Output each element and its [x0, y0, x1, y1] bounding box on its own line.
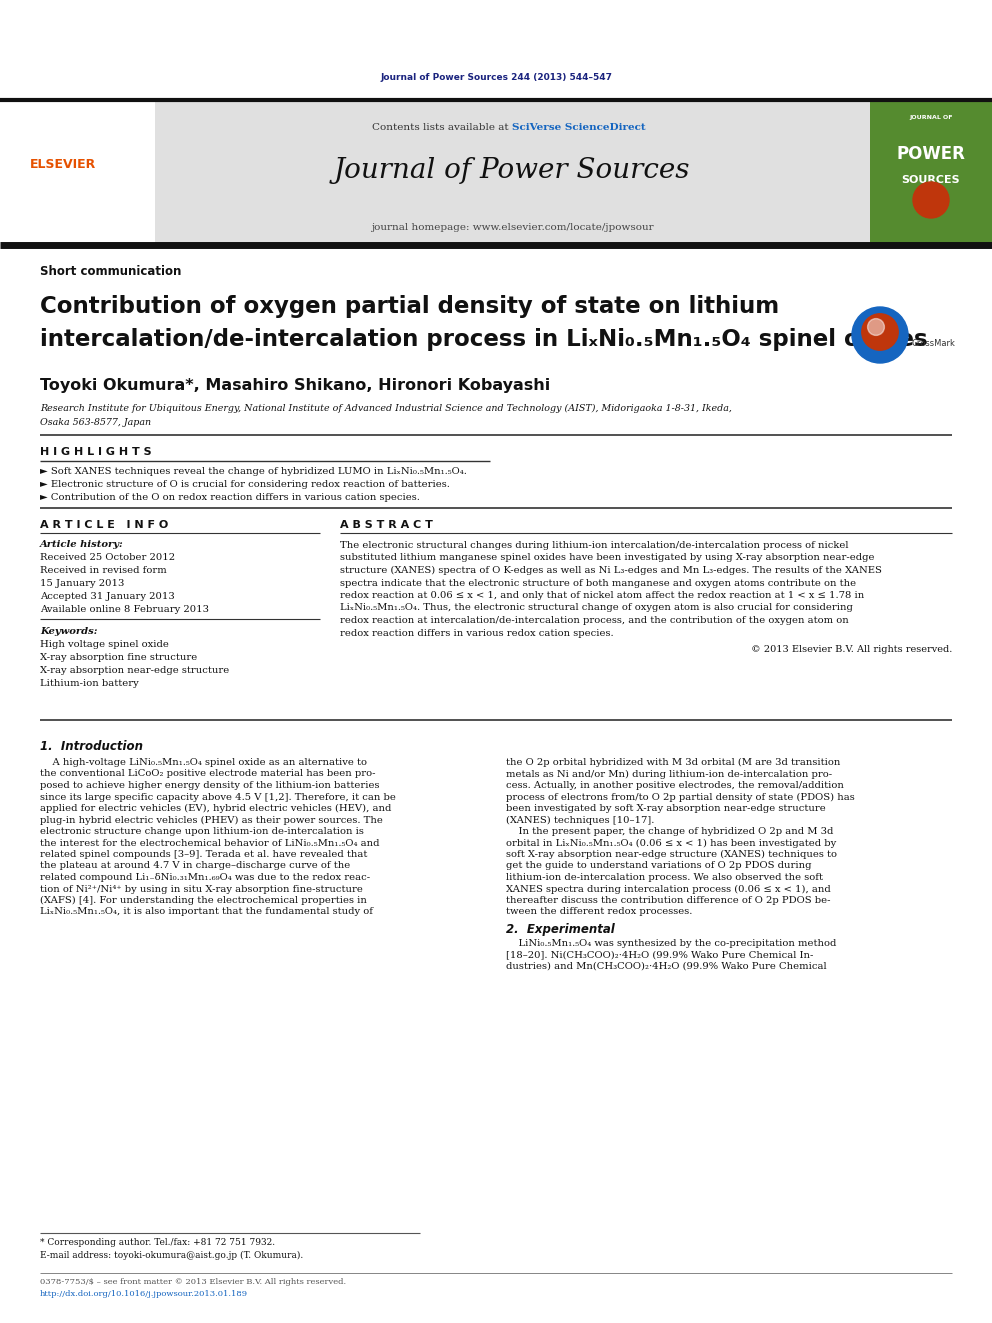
Text: Keywords:: Keywords:	[40, 627, 97, 636]
Text: Received in revised form: Received in revised form	[40, 566, 167, 576]
Text: intercalation/de-intercalation process in LiₓNi₀.₅Mn₁.₅O₄ spinel oxides: intercalation/de-intercalation process i…	[40, 328, 928, 351]
Text: SciVerse ScienceDirect: SciVerse ScienceDirect	[512, 123, 646, 132]
Text: tween the different redox processes.: tween the different redox processes.	[506, 908, 692, 917]
Text: A B S T R A C T: A B S T R A C T	[340, 520, 433, 531]
Text: LiₓNi₀.₅Mn₁.₅O₄. Thus, the electronic structural change of oxygen atom is also c: LiₓNi₀.₅Mn₁.₅O₄. Thus, the electronic st…	[340, 603, 853, 613]
Text: XANES spectra during intercalation process (0.06 ≤ x < 1), and: XANES spectra during intercalation proce…	[506, 885, 830, 893]
Text: SOURCES: SOURCES	[902, 175, 960, 185]
Text: Osaka 563-8577, Japan: Osaka 563-8577, Japan	[40, 418, 151, 427]
Circle shape	[852, 307, 908, 363]
Text: redox reaction at 0.06 ≤ x < 1, and only that of nickel atom affect the redox re: redox reaction at 0.06 ≤ x < 1, and only…	[340, 591, 864, 601]
Text: redox reaction at intercalation/de-intercalation process, and the contribution o: redox reaction at intercalation/de-inter…	[340, 617, 849, 624]
Bar	[870, 101, 992, 245]
Text: Received 25 October 2012: Received 25 October 2012	[40, 553, 176, 562]
Text: get the guide to understand variations of O 2p PDOS during: get the guide to understand variations o…	[506, 861, 811, 871]
Text: Lithium-ion battery: Lithium-ion battery	[40, 679, 139, 688]
Circle shape	[868, 319, 885, 336]
Text: [18–20]. Ni(CH₃COO)₂·4H₂O (99.9% Wako Pure Chemical In-: [18–20]. Ni(CH₃COO)₂·4H₂O (99.9% Wako Pu…	[506, 950, 813, 959]
Text: POWER: POWER	[897, 146, 965, 163]
Text: tion of Ni²⁺/Ni⁴⁺ by using in situ X-ray absorption fine-structure: tion of Ni²⁺/Ni⁴⁺ by using in situ X-ray…	[40, 885, 363, 893]
Text: spectra indicate that the electronic structure of both manganese and oxygen atom: spectra indicate that the electronic str…	[340, 578, 856, 587]
Text: Contents lists available at: Contents lists available at	[372, 123, 512, 132]
Text: © 2013 Elsevier B.V. All rights reserved.: © 2013 Elsevier B.V. All rights reserved…	[751, 646, 952, 654]
Text: ► Electronic structure of O is crucial for considering redox reaction of batteri: ► Electronic structure of O is crucial f…	[40, 480, 450, 490]
Text: substituted lithium manganese spinel oxides have been investigated by using X-ra: substituted lithium manganese spinel oxi…	[340, 553, 875, 562]
Text: LiNi₀.₅Mn₁.₅O₄ was synthesized by the co-precipitation method: LiNi₀.₅Mn₁.₅O₄ was synthesized by the co…	[506, 939, 836, 949]
Text: ELSEVIER: ELSEVIER	[30, 159, 96, 172]
Text: X-ray absorption fine structure: X-ray absorption fine structure	[40, 654, 197, 662]
Text: the conventional LiCoO₂ positive electrode material has been pro-: the conventional LiCoO₂ positive electro…	[40, 770, 376, 778]
Text: 15 January 2013: 15 January 2013	[40, 579, 124, 587]
Text: ► Contribution of the O on redox reaction differs in various cation species.: ► Contribution of the O on redox reactio…	[40, 493, 420, 501]
Text: In the present paper, the change of hybridized O 2p and M 3d: In the present paper, the change of hybr…	[506, 827, 833, 836]
Text: ► Soft XANES techniques reveal the change of hybridized LUMO in LiₓNi₀.₅Mn₁.₅O₄.: ► Soft XANES techniques reveal the chang…	[40, 467, 467, 476]
Text: CrossMark: CrossMark	[911, 339, 955, 348]
Text: electronic structure change upon lithium-ion de-intercalation is: electronic structure change upon lithium…	[40, 827, 364, 836]
Text: since its large specific capacity above 4.5 V [1,2]. Therefore, it can be: since its large specific capacity above …	[40, 792, 396, 802]
Text: LiₓNi₀.₅Mn₁.₅O₄, it is also important that the fundamental study of: LiₓNi₀.₅Mn₁.₅O₄, it is also important th…	[40, 908, 373, 917]
Text: A high-voltage LiNi₀.₅Mn₁.₅O₄ spinel oxide as an alternative to: A high-voltage LiNi₀.₅Mn₁.₅O₄ spinel oxi…	[40, 758, 367, 767]
Text: Article history:: Article history:	[40, 540, 124, 549]
Text: process of electrons from/to O 2p partial density of state (PDOS) has: process of electrons from/to O 2p partia…	[506, 792, 855, 802]
Text: thereafter discuss the contribution difference of O 2p PDOS be-: thereafter discuss the contribution diff…	[506, 896, 830, 905]
Circle shape	[913, 183, 949, 218]
Text: lithium-ion de-intercalation process. We also observed the soft: lithium-ion de-intercalation process. We…	[506, 873, 823, 882]
Text: applied for electric vehicles (EV), hybrid electric vehicles (HEV), and: applied for electric vehicles (EV), hybr…	[40, 804, 392, 814]
Text: the O 2p orbital hybridized with M 3d orbital (M are 3d transition: the O 2p orbital hybridized with M 3d or…	[506, 758, 840, 767]
Text: posed to achieve higher energy density of the lithium-ion batteries: posed to achieve higher energy density o…	[40, 781, 380, 790]
Text: H I G H L I G H T S: H I G H L I G H T S	[40, 447, 152, 456]
Text: Journal of Power Sources 244 (2013) 544–547: Journal of Power Sources 244 (2013) 544–…	[380, 74, 612, 82]
Text: soft X-ray absorption near-edge structure (XANES) techniques to: soft X-ray absorption near-edge structur…	[506, 849, 837, 859]
Text: structure (XANES) spectra of O K-edges as well as Ni L₃-edges and Mn L₃-edges. T: structure (XANES) spectra of O K-edges a…	[340, 566, 882, 576]
Text: * Corresponding author. Tel./fax: +81 72 751 7932.: * Corresponding author. Tel./fax: +81 72…	[40, 1238, 275, 1248]
Text: 2.  Experimental: 2. Experimental	[506, 923, 615, 935]
Text: (XANES) techniques [10–17].: (XANES) techniques [10–17].	[506, 815, 655, 824]
Circle shape	[862, 314, 898, 351]
Text: plug-in hybrid electric vehicles (PHEV) as their power sources. The: plug-in hybrid electric vehicles (PHEV) …	[40, 815, 383, 824]
Text: Research Institute for Ubiquitous Energy, National Institute of Advanced Industr: Research Institute for Ubiquitous Energy…	[40, 404, 732, 413]
Text: High voltage spinel oxide: High voltage spinel oxide	[40, 640, 169, 650]
Text: orbital in LiₓNi₀.₅Mn₁.₅O₄ (0.06 ≤ x < 1) has been investigated by: orbital in LiₓNi₀.₅Mn₁.₅O₄ (0.06 ≤ x < 1…	[506, 839, 836, 848]
Text: Journal of Power Sources: Journal of Power Sources	[333, 156, 690, 184]
Text: related spinel compounds [3–9]. Terada et al. have revealed that: related spinel compounds [3–9]. Terada e…	[40, 849, 367, 859]
Bar	[155, 101, 870, 245]
Text: Accepted 31 January 2013: Accepted 31 January 2013	[40, 591, 175, 601]
Text: cess. Actually, in another positive electrodes, the removal/addition: cess. Actually, in another positive elec…	[506, 781, 844, 790]
Text: Available online 8 February 2013: Available online 8 February 2013	[40, 605, 209, 614]
Text: (XAFS) [4]. For understanding the electrochemical properties in: (XAFS) [4]. For understanding the electr…	[40, 896, 367, 905]
Text: dustries) and Mn(CH₃COO)₂·4H₂O (99.9% Wako Pure Chemical: dustries) and Mn(CH₃COO)₂·4H₂O (99.9% Wa…	[506, 962, 826, 971]
Text: Toyoki Okumura*, Masahiro Shikano, Hironori Kobayashi: Toyoki Okumura*, Masahiro Shikano, Hiron…	[40, 378, 551, 393]
Text: 1.  Introduction: 1. Introduction	[40, 740, 143, 753]
Text: the interest for the electrochemical behavior of LiNi₀.₅Mn₁.₅O₄ and: the interest for the electrochemical beh…	[40, 839, 380, 848]
Text: X-ray absorption near-edge structure: X-ray absorption near-edge structure	[40, 665, 229, 675]
Text: metals as Ni and/or Mn) during lithium-ion de-intercalation pro-: metals as Ni and/or Mn) during lithium-i…	[506, 770, 832, 779]
Text: E-mail address: toyoki-okumura@aist.go.jp (T. Okumura).: E-mail address: toyoki-okumura@aist.go.j…	[40, 1252, 304, 1259]
Text: been investigated by soft X-ray absorption near-edge structure: been investigated by soft X-ray absorpti…	[506, 804, 825, 814]
Text: the plateau at around 4.7 V in charge–discharge curve of the: the plateau at around 4.7 V in charge–di…	[40, 861, 350, 871]
Text: journal homepage: www.elsevier.com/locate/jpowsour: journal homepage: www.elsevier.com/locat…	[371, 224, 654, 233]
Text: A R T I C L E   I N F O: A R T I C L E I N F O	[40, 520, 169, 531]
Text: JOURNAL OF: JOURNAL OF	[910, 115, 952, 120]
Text: 0378-7753/$ – see front matter © 2013 Elsevier B.V. All rights reserved.: 0378-7753/$ – see front matter © 2013 El…	[40, 1278, 346, 1286]
Text: http://dx.doi.org/10.1016/j.jpowsour.2013.01.189: http://dx.doi.org/10.1016/j.jpowsour.201…	[40, 1290, 248, 1298]
Text: Contribution of oxygen partial density of state on lithium: Contribution of oxygen partial density o…	[40, 295, 779, 318]
Text: related compound Li₁₋δNi₀.₃₁Mn₁.₆₉O₄ was due to the redox reac-: related compound Li₁₋δNi₀.₃₁Mn₁.₆₉O₄ was…	[40, 873, 370, 882]
Text: The electronic structural changes during lithium-ion intercalation/de-intercalat: The electronic structural changes during…	[340, 541, 848, 550]
Text: Short communication: Short communication	[40, 265, 182, 278]
Text: redox reaction differs in various redox cation species.: redox reaction differs in various redox …	[340, 628, 614, 638]
